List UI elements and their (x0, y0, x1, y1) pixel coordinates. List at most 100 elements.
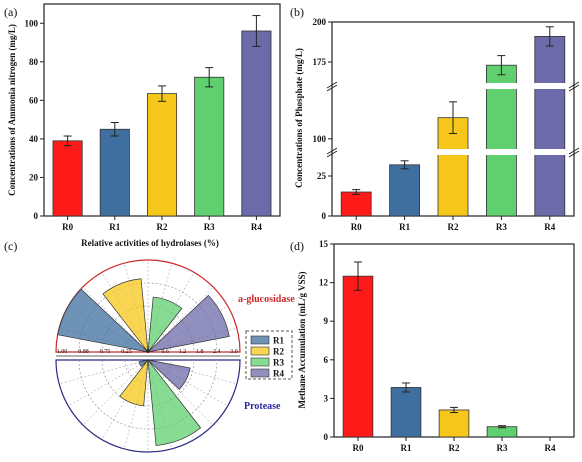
panel-b-x-ticks: R0 R1 R2 R3 R4 (351, 216, 556, 232)
panel-a-x-ticks: R0 R1 R2 R3 R4 (62, 216, 262, 232)
panel-b-break-mark (568, 81, 580, 89)
panel-b: (b) 0 25 100 175 200 R0 R1 R2 R3 R4 Concentratio… (290, 5, 580, 232)
panel-b-error-bar-r2 (449, 101, 457, 135)
panel-a-error-bar-r4 (252, 15, 261, 47)
panel-c-lower-scale-tick: 0 (147, 349, 150, 355)
panel-c-lower-scale-tick: 1.8 (196, 349, 204, 355)
panel-a-bar-r4 (241, 30, 272, 217)
panel-c-petals (57, 278, 230, 446)
panel-c-legend-swatch-r3 (250, 357, 270, 367)
panel-b-y-ticks: 0 25 100 175 200 (313, 17, 332, 221)
panel-c-upper-scale-tick: 0 (147, 349, 150, 355)
panel-b-y-tick-label: 175 (313, 57, 327, 67)
panel-b-label: (b) (290, 5, 304, 19)
panel-b-error-bar-r4 (545, 26, 554, 47)
panel-a-x-tick-label-r0: R0 (62, 222, 73, 232)
panel-a-error-bar-r2 (158, 85, 166, 102)
panel-d-bar-r0 (342, 275, 374, 438)
panel-b-break-mark (326, 150, 338, 158)
panel-d-x-tick-label-r4: R4 (545, 443, 556, 453)
panel-c-upper-petal-r2 (102, 278, 149, 354)
panel-b-bar-r4 (534, 36, 566, 217)
panel-b-bar-r1 (389, 164, 421, 217)
panel-b-break-mark (568, 147, 580, 155)
panel-c-upper-scale-tick: 0.88 (78, 349, 89, 355)
panel-c-upper-spoke (82, 286, 149, 353)
panel-c-upper-petal-r3 (147, 296, 183, 354)
panel-d-x-tick-label-r1: R1 (401, 443, 412, 453)
panel-a-y-tick-label: 0 (34, 211, 39, 221)
panel-b-error-bar-r3 (497, 55, 506, 76)
panel-b-x-tick-label-r4: R4 (544, 222, 555, 232)
panel-c-legend-label-r3: R3 (273, 358, 284, 368)
panel-c: (c) Relative activities of hydrolases (%… (4, 238, 295, 453)
panel-c-lower-spoke (147, 359, 237, 385)
panel-d: (d) 0 3 6 9 12 15 R0 R1 R2 R3 R4 Methane Accumula… (290, 239, 575, 453)
panel-d-y-tick-label: 0 (324, 432, 329, 442)
panel-c-upper-scale-tick: 0.25 (121, 349, 132, 355)
panel-b-break-band (333, 149, 573, 155)
panel-a-x-tick-label-r3: R3 (204, 222, 215, 232)
panel-c-upper-scale-tick: 0.75 (100, 349, 111, 355)
panel-c-lower-scale-tick: 2.4 (213, 349, 221, 355)
panel-d-bar-r2 (438, 409, 470, 438)
panel-c-lower-ring (124, 359, 172, 384)
panel-a-y-tick-label: 40 (29, 134, 39, 144)
panel-a-error-bar-r1 (110, 122, 119, 137)
panel-d-y-tick-label: 3 (324, 393, 329, 403)
panel-b-break-mark (326, 84, 338, 92)
panel-b-bars (340, 26, 566, 217)
panel-b-break-mark (568, 84, 580, 92)
panel-d-y-tick-label: 9 (324, 316, 329, 326)
panel-c-lower-scale-tick: 0.6 (161, 349, 169, 355)
panel-d-y-tick-label: 6 (324, 355, 329, 365)
panel-c-label: (c) (4, 239, 17, 253)
panel-b-break-mark (326, 81, 338, 89)
panel-d-error-bar-r3 (498, 425, 506, 429)
panel-c-title: Relative activities of hydrolases (%) (81, 238, 219, 248)
panel-c-upper-label: a-glucosidase (238, 294, 295, 305)
panel-b-x-tick-label-r3: R3 (496, 222, 507, 232)
panel-c-lower-petal-r3 (147, 358, 202, 446)
panel-d-x-tick-label-r0: R0 (353, 443, 364, 453)
panel-a-y-axis-label: Concentrations of Ammonia nitrogen (mg/L… (7, 24, 17, 196)
panel-c-upper-scale-tick: 1.00 (57, 349, 68, 355)
panel-c-legend-swatch-r1 (250, 335, 270, 345)
panel-c-lower-outline (55, 359, 241, 453)
panel-c-lower-scale-tick: 3.0 (230, 349, 238, 355)
panel-b-error-bar-r0 (352, 189, 361, 195)
panel-b-y-axis-label: Concentrations of Phosphate (mg/L) (294, 48, 304, 188)
panel-c-scales: 1.00 0.88 0.75 0.25 00 0.6 1.2 1.8 2.4 3.0 (56, 349, 240, 357)
panel-b-y-tick-label: 25 (317, 171, 327, 181)
panel-a-bars (52, 15, 272, 217)
panel-d-label: (d) (290, 239, 304, 253)
panel-a-bar-r3 (194, 76, 225, 217)
panel-c-upper-spoke (147, 286, 214, 353)
panel-b-bar-r0 (340, 191, 372, 217)
panel-c-lower-petal-r1 (138, 359, 150, 367)
panel-c-legend-label-r4: R4 (273, 369, 284, 379)
panel-b-x-tick-label-r1: R1 (399, 222, 410, 232)
panel-c-legend-swatch-r2 (250, 346, 270, 356)
panel-a-x-tick-label-r1: R1 (109, 222, 120, 232)
panel-a-y-tick-label: 80 (29, 57, 39, 67)
panel-a-error-bar-r3 (205, 67, 214, 88)
panel-a-x-tick-label-r4: R4 (251, 222, 262, 232)
panel-a-y-tick-label: 60 (29, 95, 39, 105)
panel-d-y-ticks: 0 3 6 9 12 15 (319, 239, 334, 442)
panel-b-y-tick-label: 0 (322, 211, 327, 221)
panel-a-bar-r2 (146, 93, 178, 217)
panel-b-break-mark (568, 150, 580, 158)
panel-c-lower-spoke (68, 359, 149, 407)
panel-d-x-ticks: R0 R1 R2 R3 R4 (353, 437, 556, 453)
panel-c-lower-ring (78, 359, 218, 430)
panel-b-y-tick-label: 200 (313, 17, 327, 27)
panel-b-x-tick-label-r2: R2 (448, 222, 459, 232)
panel-d-bars (342, 261, 518, 438)
panel-a-bar-r0 (52, 140, 83, 217)
panel-c-lower-petal-r4 (146, 359, 191, 390)
panel-c-legend-swatch-r4 (250, 368, 270, 378)
panel-d-bar-r1 (390, 387, 422, 438)
panel-d-error-bar-r0 (354, 261, 362, 291)
